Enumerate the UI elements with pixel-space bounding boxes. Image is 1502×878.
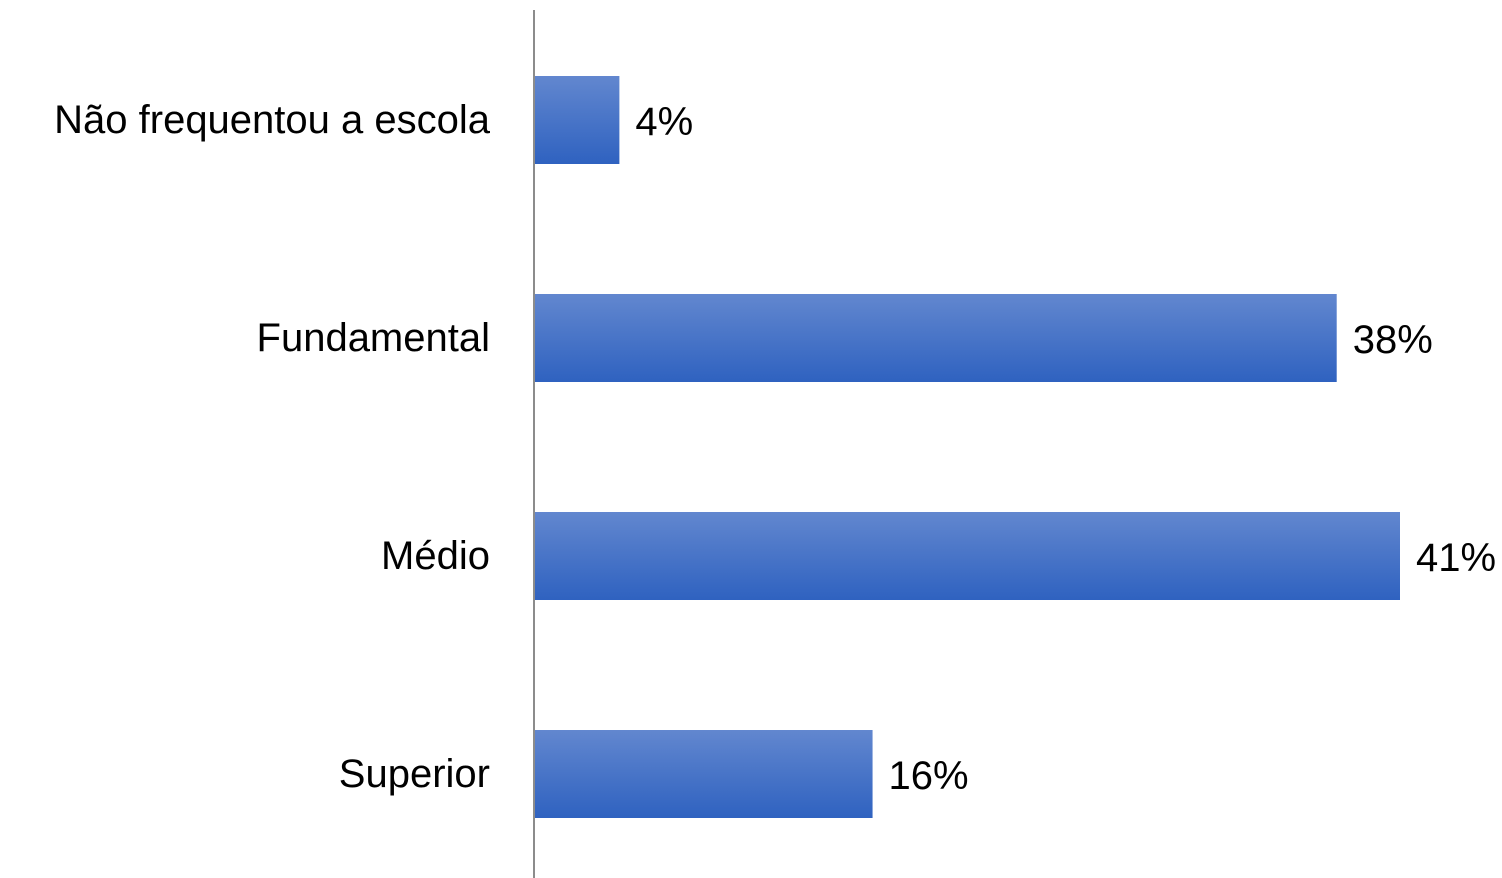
labels-group: Não frequentou a escola 4% Fundamental 38% M…	[54, 98, 1496, 798]
category-label-superior: Superior	[339, 752, 490, 796]
category-label-fundamental: Fundamental	[257, 316, 490, 360]
bars-group	[535, 76, 1400, 818]
value-label-nao-frequentou-a-escola: 4%	[635, 100, 693, 144]
category-label-nao-frequentou-a-escola: Não frequentou a escola	[54, 98, 491, 142]
value-label-superior: 16%	[889, 754, 969, 798]
bar-superior	[535, 730, 873, 818]
value-label-medio: 41%	[1416, 536, 1496, 580]
bar-medio	[535, 512, 1400, 600]
category-label-medio: Médio	[381, 534, 490, 578]
bar-fundamental	[535, 294, 1337, 382]
bar-nao-frequentou-a-escola	[535, 76, 620, 164]
value-label-fundamental: 38%	[1353, 318, 1433, 362]
